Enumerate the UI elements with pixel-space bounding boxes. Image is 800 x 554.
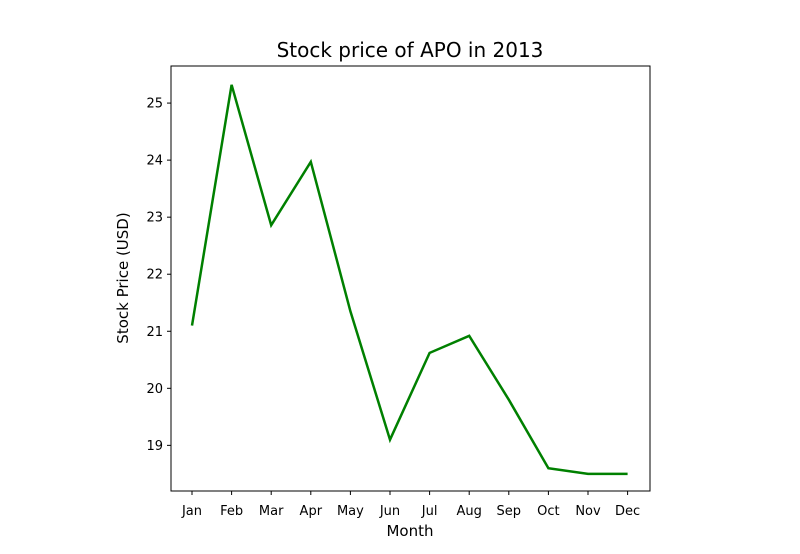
y-tick-label: 20 xyxy=(146,382,163,397)
x-tick-label: Feb xyxy=(220,504,243,519)
x-axis: Jan Feb Mar Apr May Jun Jul Aug Sep Oct Nov Dec xyxy=(181,491,640,519)
x-tick-label: Mar xyxy=(259,504,284,519)
chart-title: Stock price of APO in 2013 xyxy=(277,38,544,62)
y-tick-label: 25 xyxy=(146,97,163,112)
x-tick-label: Jan xyxy=(181,504,202,519)
x-tick-label: Dec xyxy=(615,504,640,519)
x-axis-title: Month xyxy=(386,522,433,540)
x-tick-label: Apr xyxy=(300,504,323,519)
y-tick-label: 19 xyxy=(146,439,163,454)
y-tick-label: 24 xyxy=(146,154,163,169)
y-axis-title: Stock Price (USD) xyxy=(114,212,132,343)
x-tick-label: Jun xyxy=(379,504,400,519)
y-tick-label: 23 xyxy=(146,211,163,226)
x-tick-label: Nov xyxy=(575,504,601,519)
y-axis: 19 20 21 22 23 24 25 xyxy=(146,97,171,454)
plot-area-frame xyxy=(170,65,651,492)
x-tick-label: May xyxy=(337,504,364,519)
series-layer xyxy=(190,84,628,476)
y-tick-label: 21 xyxy=(146,325,163,340)
x-tick-label: Jul xyxy=(421,504,438,519)
series-line xyxy=(190,84,628,476)
x-tick-label: Sep xyxy=(497,504,522,519)
x-tick-label: Aug xyxy=(457,504,482,519)
y-tick-label: 22 xyxy=(146,268,163,283)
x-tick-label: Oct xyxy=(537,504,559,519)
